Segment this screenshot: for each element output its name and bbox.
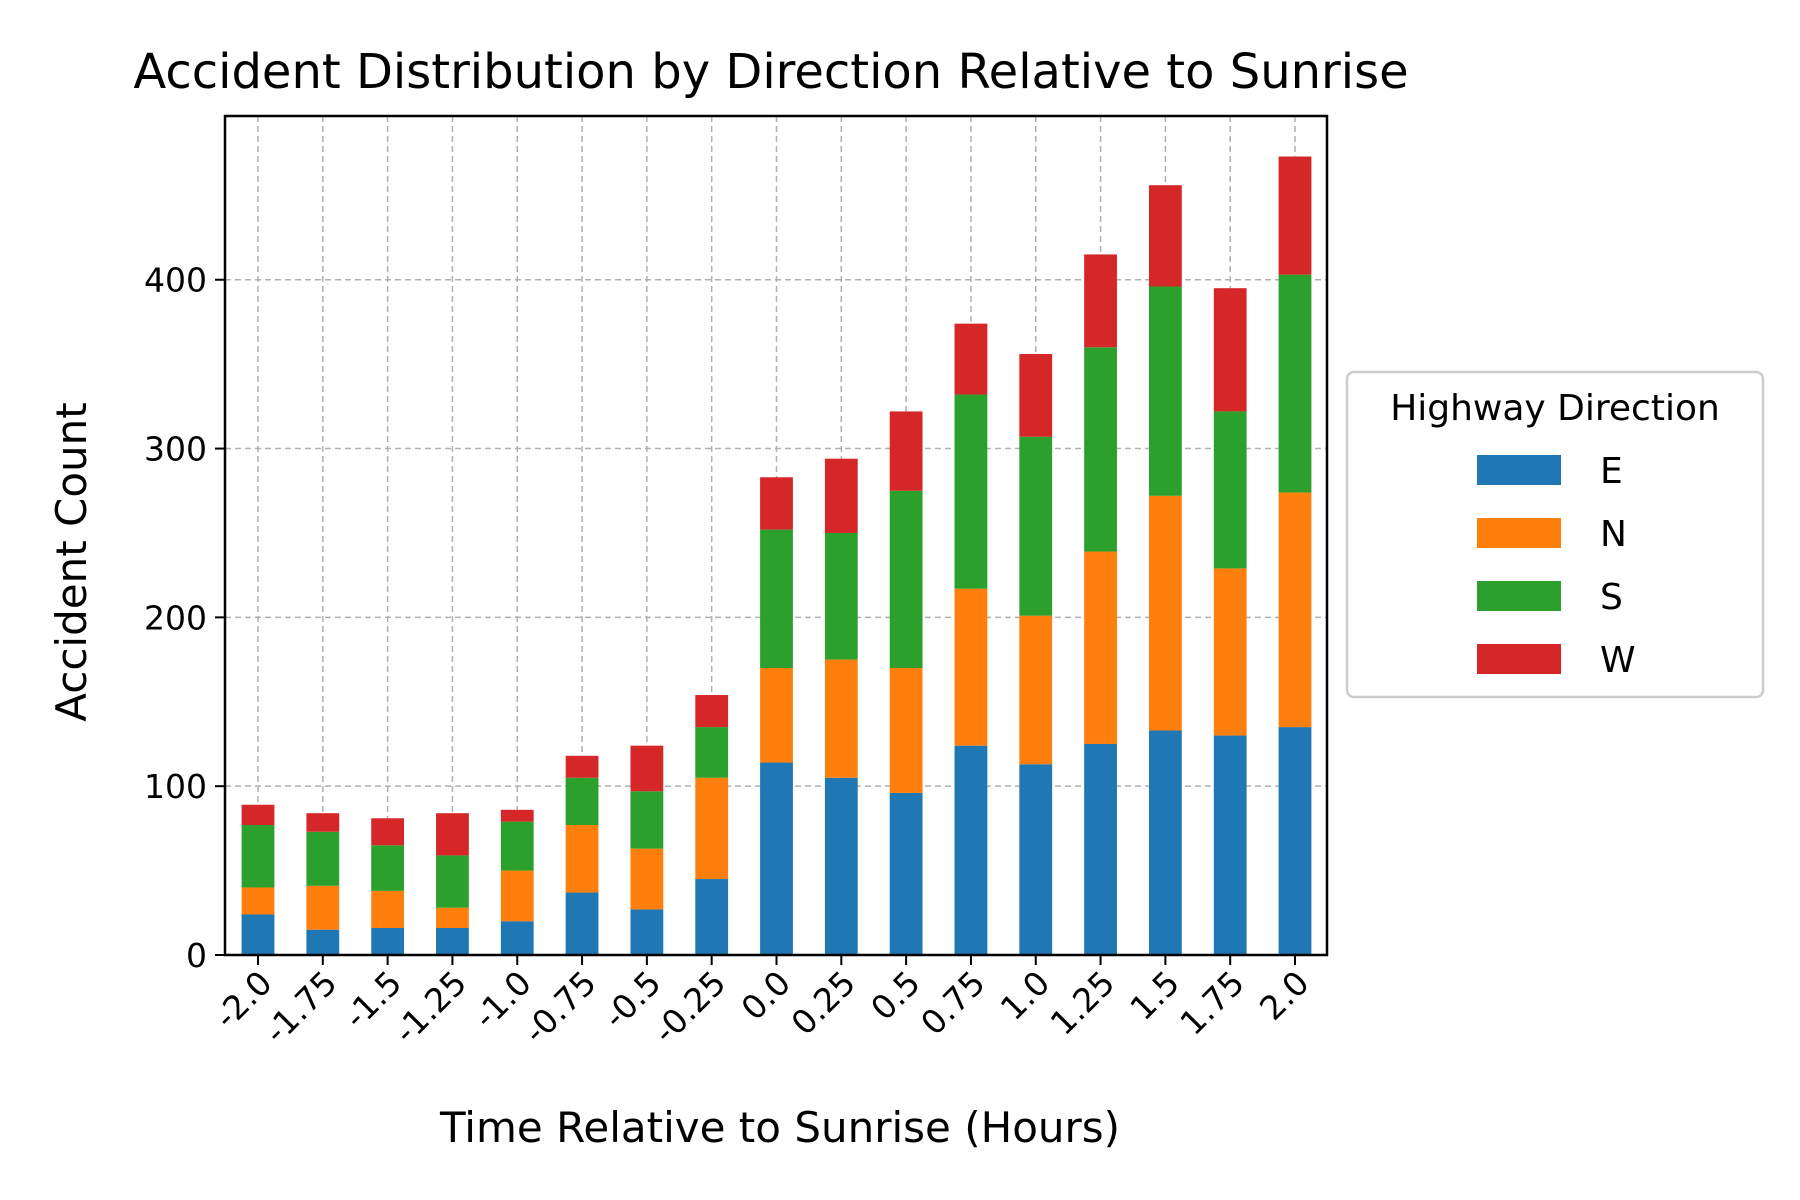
legend-label-s: S: [1600, 577, 1623, 618]
y-tick-label: 200: [144, 598, 207, 637]
bar-w-1.0: [1019, 354, 1053, 437]
bar-s-0.25: [824, 532, 858, 660]
bar-s-1.0: [1019, 436, 1053, 616]
bar-s-0.75: [954, 394, 988, 589]
legend-label-n: N: [1600, 514, 1627, 555]
bar-w-1.5: [1148, 185, 1182, 287]
bar-s--1.75: [306, 831, 340, 886]
bar-e-1.5: [1148, 730, 1182, 955]
bar-s--0.25: [695, 727, 729, 778]
legend-label-e: E: [1600, 451, 1623, 492]
bar-e-1.75: [1213, 735, 1247, 955]
bar-e--0.25: [695, 879, 729, 955]
bar-s-1.25: [1084, 347, 1117, 552]
bar-w--0.5: [630, 745, 664, 792]
legend-label-w: W: [1600, 640, 1636, 681]
bar-w-1.75: [1213, 288, 1247, 412]
x-tick-label: 1.75: [1172, 963, 1252, 1043]
x-tick-label: 2.0: [1252, 963, 1317, 1028]
bar-e-1.25: [1084, 743, 1117, 955]
bar-n-0.5: [889, 668, 923, 793]
bar-n-1.5: [1148, 495, 1182, 731]
bar-e--1.25: [436, 927, 469, 955]
bar-s-1.5: [1148, 286, 1182, 496]
bar-n-2.0: [1278, 492, 1312, 728]
bar-w-1.25: [1084, 254, 1117, 348]
bar-n--0.25: [695, 777, 729, 880]
bar-e--0.5: [630, 909, 664, 955]
bar-s--1.0: [500, 821, 534, 871]
x-tick-label: 0.75: [913, 963, 993, 1043]
bar-e-0.25: [824, 777, 858, 955]
bar-w--2.0: [241, 804, 275, 826]
bar-e-0.75: [954, 745, 988, 955]
bars: [241, 156, 1312, 955]
legend-swatch-n: [1477, 518, 1561, 548]
y-tick-label: 300: [144, 430, 207, 469]
bar-w--1.75: [306, 813, 340, 832]
bar-w-2.0: [1278, 156, 1312, 275]
x-tick-label: 0.25: [783, 963, 863, 1043]
bar-w-0.25: [824, 458, 858, 533]
y-tick-label: 100: [144, 767, 207, 806]
bar-e--0.75: [565, 892, 599, 955]
bar-e-2.0: [1278, 727, 1312, 955]
bar-w-0.0: [760, 477, 793, 530]
bar-n-1.75: [1213, 568, 1247, 736]
y-tick-label: 400: [144, 261, 207, 300]
bar-n-1.0: [1019, 615, 1053, 765]
bar-e--1.0: [500, 921, 534, 955]
bar-s--0.5: [630, 791, 664, 849]
bar-n-0.25: [824, 659, 858, 778]
x-tick-label: -0.25: [645, 963, 733, 1051]
x-tick-label: -1.25: [386, 963, 474, 1051]
bar-s--1.5: [371, 845, 405, 891]
legend-swatch-s: [1477, 581, 1561, 611]
bar-e--2.0: [241, 914, 275, 955]
legend-swatch-e: [1477, 455, 1561, 485]
chart-title: Accident Distribution by Direction Relat…: [133, 44, 1408, 100]
bar-e--1.5: [371, 927, 405, 955]
bar-e-0.5: [889, 792, 923, 955]
bar-w--1.25: [436, 813, 469, 856]
bar-w--0.75: [565, 755, 599, 778]
bar-n-0.0: [760, 668, 793, 763]
x-axis-label: Time Relative to Sunrise (Hours): [439, 1103, 1120, 1152]
bar-n--2.0: [241, 887, 275, 915]
legend-title: Highway Direction: [1390, 388, 1720, 429]
x-tick-label: -1.75: [257, 963, 345, 1051]
y-tick-label: 0: [186, 936, 207, 975]
bar-n--1.25: [436, 907, 469, 928]
bar-w-0.75: [954, 323, 988, 395]
bar-w--1.0: [500, 809, 534, 822]
bar-n-1.25: [1084, 551, 1117, 744]
bar-s-0.0: [760, 529, 793, 669]
bar-n--1.75: [306, 885, 340, 930]
bar-n--0.5: [630, 848, 664, 910]
bar-s--0.75: [565, 777, 599, 826]
bar-w--1.5: [371, 818, 405, 846]
bar-e-0.0: [760, 762, 793, 955]
legend-swatch-w: [1477, 644, 1561, 674]
bar-n-0.75: [954, 588, 988, 746]
y-axis-label: Accident Count: [47, 402, 96, 722]
bar-s-2.0: [1278, 274, 1312, 493]
x-tick-label: 1.25: [1043, 963, 1123, 1043]
bar-s--2.0: [241, 825, 275, 888]
bar-s-1.75: [1213, 411, 1247, 569]
bar-n--1.0: [500, 870, 534, 922]
bar-s--1.25: [436, 855, 469, 908]
bar-e--1.75: [306, 929, 340, 955]
bar-n--1.5: [371, 890, 405, 928]
bar-e-1.0: [1019, 764, 1053, 955]
bar-n--0.75: [565, 825, 599, 893]
bar-s-0.5: [889, 490, 923, 669]
bar-w-0.5: [889, 411, 923, 491]
bar-w--0.25: [695, 695, 729, 728]
x-tick-label: -0.75: [516, 963, 604, 1051]
